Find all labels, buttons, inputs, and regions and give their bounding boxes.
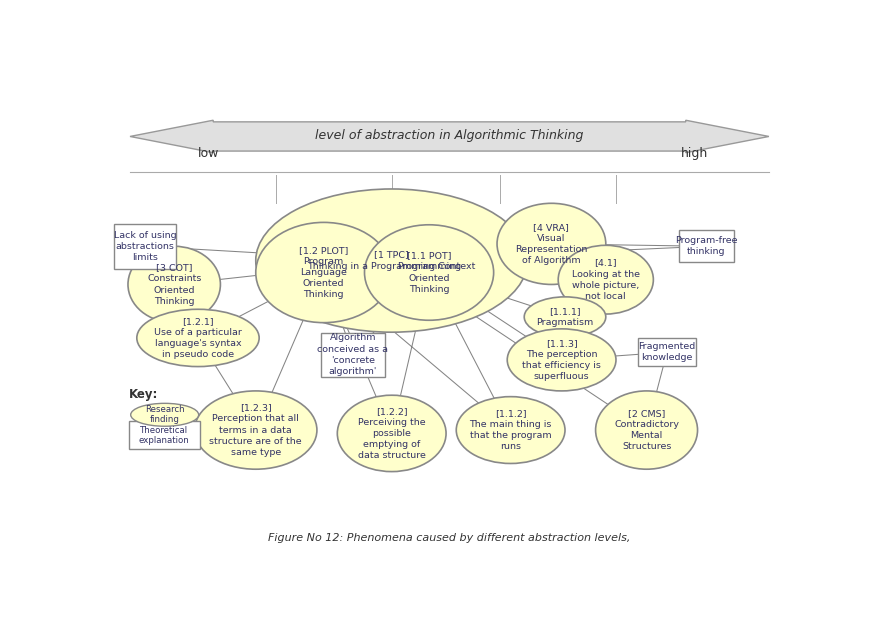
Text: [1.1.1]
Pragmatism: [1.1.1] Pragmatism xyxy=(537,307,594,327)
Text: [1 TPC]
Thinking in a Programming Context: [1 TPC] Thinking in a Programming Contex… xyxy=(308,250,476,271)
Text: [1.1 POT]
Programming
Oriented
Thinking: [1.1 POT] Programming Oriented Thinking xyxy=(397,251,461,294)
Text: [4.1]
Looking at the
whole picture,
not local: [4.1] Looking at the whole picture, not … xyxy=(572,259,640,301)
Ellipse shape xyxy=(497,203,606,285)
Text: Figure No 12: Phenomena caused by different abstraction levels,: Figure No 12: Phenomena caused by differ… xyxy=(268,533,631,544)
FancyBboxPatch shape xyxy=(129,422,200,449)
Ellipse shape xyxy=(558,246,653,314)
Ellipse shape xyxy=(365,225,494,321)
Ellipse shape xyxy=(137,309,260,366)
FancyBboxPatch shape xyxy=(321,333,385,376)
Text: Program-free
thinking: Program-free thinking xyxy=(675,236,738,256)
Ellipse shape xyxy=(595,391,697,469)
Text: [1.2.2]
Perceiving the
possible
emptying of
data structure: [1.2.2] Perceiving the possible emptying… xyxy=(358,407,425,460)
Ellipse shape xyxy=(131,404,199,426)
Ellipse shape xyxy=(256,189,528,332)
Ellipse shape xyxy=(524,297,606,337)
Text: [1.1.2]
The main thing is
that the program
runs: [1.1.2] The main thing is that the progr… xyxy=(469,409,552,451)
Ellipse shape xyxy=(128,246,220,322)
Ellipse shape xyxy=(256,223,392,322)
Text: [2 CMS]
Contradictory
Mental
Structures: [2 CMS] Contradictory Mental Structures xyxy=(614,409,679,451)
FancyBboxPatch shape xyxy=(679,230,734,262)
Text: [4 VRA]
Visual
Representation
of Algorithm: [4 VRA] Visual Representation of Algorit… xyxy=(515,223,588,265)
Text: [1.1.3]
The perception
that efficiency is
superfluous: [1.1.3] The perception that efficiency i… xyxy=(522,339,601,381)
FancyBboxPatch shape xyxy=(638,339,695,366)
Ellipse shape xyxy=(195,391,317,469)
Polygon shape xyxy=(130,120,769,153)
Text: low: low xyxy=(197,147,219,160)
Ellipse shape xyxy=(507,329,616,391)
Text: [1.2.3]
Perception that all
terms in a data
structure are of the
same type: [1.2.3] Perception that all terms in a d… xyxy=(210,404,302,457)
FancyBboxPatch shape xyxy=(114,224,175,269)
Text: [1.2 PLOT]
Program
Language
Oriented
Thinking: [1.2 PLOT] Program Language Oriented Thi… xyxy=(299,246,348,299)
Text: Fragmented
knowledge: Fragmented knowledge xyxy=(638,342,695,362)
Ellipse shape xyxy=(456,397,565,464)
Text: Algorithm
conceived as a
'concrete
algorithm': Algorithm conceived as a 'concrete algor… xyxy=(317,334,389,376)
Text: [1.2.1]
Use of a particular
language's syntax
in pseudo code: [1.2.1] Use of a particular language's s… xyxy=(154,317,242,359)
Text: Lack of using
abstractions
limits: Lack of using abstractions limits xyxy=(114,231,176,262)
Text: Theoretical
explanation: Theoretical explanation xyxy=(139,425,189,445)
Text: high: high xyxy=(681,147,708,160)
Text: Research
finding: Research finding xyxy=(145,405,184,425)
Text: level of abstraction in Algorithmic Thinking: level of abstraction in Algorithmic Thin… xyxy=(315,129,584,142)
Text: [3 COT]
Constraints
Oriented
Thinking: [3 COT] Constraints Oriented Thinking xyxy=(147,264,202,306)
Ellipse shape xyxy=(338,395,446,472)
Text: Key:: Key: xyxy=(129,388,158,401)
